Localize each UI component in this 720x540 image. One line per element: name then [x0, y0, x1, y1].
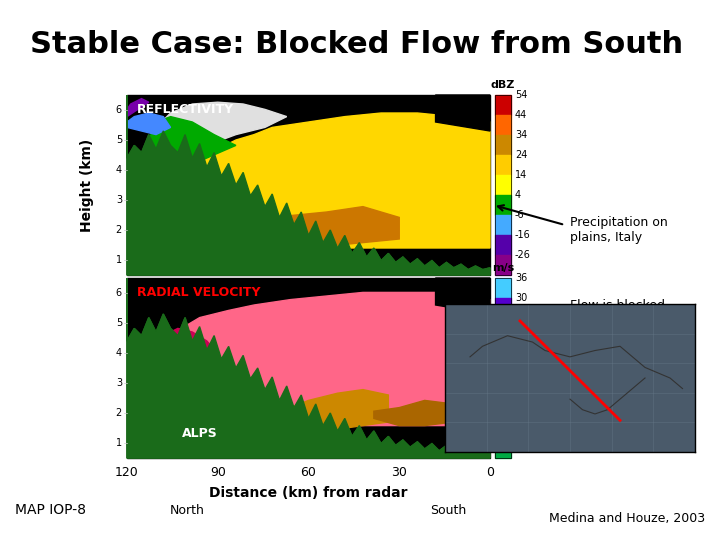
Bar — [495, 438, 511, 458]
Polygon shape — [127, 95, 490, 275]
Text: 0: 0 — [515, 393, 521, 403]
Text: -6: -6 — [515, 413, 525, 423]
Bar — [495, 255, 511, 275]
Text: RADIAL VELOCITY: RADIAL VELOCITY — [137, 286, 261, 299]
Text: 54: 54 — [515, 90, 527, 100]
Text: 6: 6 — [515, 373, 521, 383]
Polygon shape — [127, 278, 490, 458]
Text: 4: 4 — [116, 348, 122, 358]
Text: 0: 0 — [486, 466, 494, 479]
Polygon shape — [436, 95, 490, 131]
Text: 90: 90 — [210, 466, 225, 479]
Text: Distance (km) from radar: Distance (km) from radar — [210, 486, 408, 500]
Polygon shape — [127, 95, 490, 275]
Text: South: South — [430, 503, 467, 516]
Bar — [495, 235, 511, 255]
Polygon shape — [192, 113, 490, 248]
Text: 30: 30 — [515, 293, 527, 303]
Text: 5: 5 — [116, 135, 122, 145]
Text: 12: 12 — [515, 353, 527, 363]
Bar — [127, 278, 490, 458]
Polygon shape — [149, 117, 236, 167]
Text: 34: 34 — [515, 130, 527, 140]
Text: Medina and Houze, 2003: Medina and Houze, 2003 — [549, 512, 705, 525]
Bar — [495, 418, 511, 438]
Bar — [127, 95, 490, 275]
Text: ALPS: ALPS — [182, 427, 217, 440]
Text: Stable Case: Blocked Flow from South: Stable Case: Blocked Flow from South — [30, 30, 683, 59]
Bar — [495, 135, 511, 155]
Polygon shape — [156, 328, 217, 386]
Bar — [495, 398, 511, 418]
Bar — [495, 298, 511, 318]
Text: 120: 120 — [115, 466, 139, 479]
Text: 5: 5 — [116, 318, 122, 328]
Polygon shape — [156, 292, 490, 426]
Text: 1: 1 — [116, 255, 122, 265]
Text: Flow is blocked,
flow is towards
the south: Flow is blocked, flow is towards the sou… — [570, 299, 669, 341]
Bar — [495, 175, 511, 195]
Polygon shape — [127, 113, 171, 134]
Text: Precipitation on
plains, Italy: Precipitation on plains, Italy — [570, 216, 667, 244]
Text: 4: 4 — [515, 190, 521, 200]
Text: 2: 2 — [116, 225, 122, 235]
Text: 6: 6 — [116, 288, 122, 298]
Text: 14: 14 — [515, 170, 527, 180]
Polygon shape — [236, 207, 400, 246]
Bar — [495, 195, 511, 215]
Text: dBZ: dBZ — [491, 80, 516, 90]
Text: m/s: m/s — [492, 263, 514, 273]
Text: -12: -12 — [515, 433, 531, 443]
Text: -6: -6 — [515, 210, 525, 220]
Polygon shape — [290, 389, 388, 429]
Text: 44: 44 — [515, 110, 527, 120]
Bar — [495, 115, 511, 135]
Text: Height (km): Height (km) — [80, 138, 94, 232]
Text: 3: 3 — [116, 378, 122, 388]
Bar — [495, 155, 511, 175]
Polygon shape — [127, 99, 149, 117]
Bar — [495, 378, 511, 398]
Bar — [495, 338, 511, 358]
Polygon shape — [156, 102, 287, 153]
Bar — [495, 95, 511, 275]
Text: 2: 2 — [116, 408, 122, 418]
Bar — [495, 215, 511, 235]
Text: MAP IOP-8: MAP IOP-8 — [15, 503, 86, 517]
Bar — [495, 278, 511, 298]
Text: REFLECTIVITY: REFLECTIVITY — [137, 103, 234, 116]
Polygon shape — [446, 404, 490, 429]
Text: -16: -16 — [515, 230, 531, 240]
Text: 30: 30 — [391, 466, 408, 479]
Text: 24: 24 — [515, 313, 527, 323]
Bar — [495, 318, 511, 338]
Text: 6: 6 — [116, 105, 122, 115]
Bar — [495, 95, 511, 115]
Bar — [495, 358, 511, 378]
Text: 36: 36 — [515, 273, 527, 283]
Text: North: North — [170, 503, 205, 516]
Text: -26: -26 — [515, 250, 531, 260]
Text: 24: 24 — [515, 150, 527, 160]
Text: 60: 60 — [300, 466, 316, 479]
Text: 4: 4 — [116, 165, 122, 175]
Text: 1: 1 — [116, 438, 122, 448]
Text: 3: 3 — [116, 195, 122, 205]
Polygon shape — [127, 278, 490, 458]
Text: 18: 18 — [515, 333, 527, 343]
Bar — [495, 278, 511, 458]
Polygon shape — [436, 278, 490, 314]
Polygon shape — [374, 400, 454, 426]
